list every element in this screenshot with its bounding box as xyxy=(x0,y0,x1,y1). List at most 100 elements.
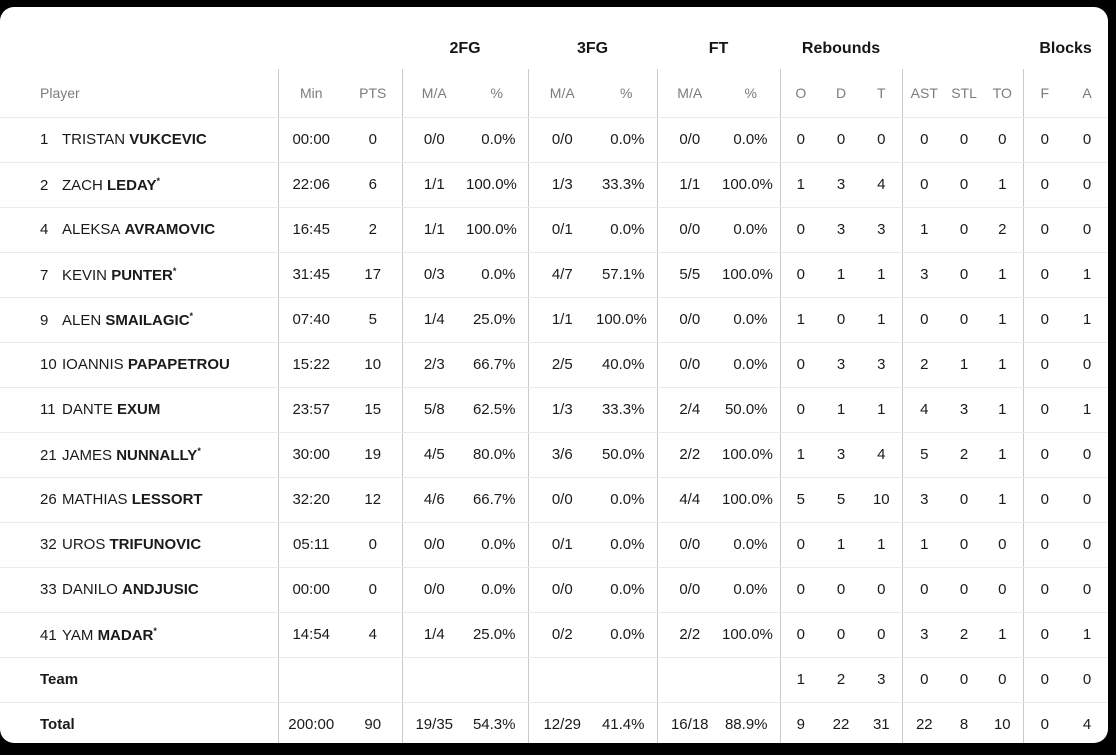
player-cell: 11 DANTE EXUM xyxy=(0,387,278,433)
ast-cell: 0 xyxy=(901,162,947,208)
player-cell: 1 TRISTAN VUKCEVIC xyxy=(0,117,278,163)
reb-t-cell: 31 xyxy=(872,716,890,734)
min-cell: 05:11 xyxy=(277,522,344,568)
blk-a-cell: 4 xyxy=(1082,716,1092,734)
3fg-ma-cell: 0/2 xyxy=(527,612,596,658)
reb-o-cell: 0 xyxy=(779,387,822,433)
3fg-pct-cell: 40.0% xyxy=(596,342,657,388)
2fg-ma-cell: 0/0 xyxy=(401,522,466,568)
2fg-pct-cell: 0.0% xyxy=(466,567,528,613)
to-cell: 1 xyxy=(982,252,1024,298)
player-cell: 2 ZACH LEDAY* xyxy=(0,162,278,208)
reb-o-cell: 5 xyxy=(779,477,822,523)
column-header-row: Player Min PTS M/A % M/A % M/A % O D T A… xyxy=(0,69,1108,118)
to-cell: 1 xyxy=(982,432,1024,478)
min-cell: 00:00 xyxy=(277,567,344,613)
player-row-41: 41 YAM MADAR* 14:54 4 1/4 25.0% 0/2 0.0% 2/2 100.… xyxy=(0,612,1108,658)
starter-indicator: * xyxy=(156,175,160,186)
reb-o-cell: 0 xyxy=(779,252,822,298)
to-cell: 0 xyxy=(982,657,1024,703)
reb-t-cell: 1 xyxy=(861,297,903,343)
stl-cell: 8 xyxy=(959,716,969,734)
box-score-table: 2FG 3FG FT Rebounds Blocks Player Min PT… xyxy=(0,7,1108,743)
player-row-4: 4 ALEKSA AVRAMOVIC 16:45 2 1/1 100.0% 0/1 0.0% 0… xyxy=(0,207,1108,253)
player-first-name: DANILO xyxy=(62,581,123,598)
ft-pct-cell: 50.0% xyxy=(722,387,781,433)
min-cell: 32:20 xyxy=(277,477,344,523)
stl-cell: 1 xyxy=(946,342,983,388)
3fg-ma-cell: 0/1 xyxy=(527,522,596,568)
player-first-name: YAM xyxy=(62,626,98,644)
2fg-ma-cell: 4/5 xyxy=(401,432,466,478)
group-3fg-label: 3FG xyxy=(576,40,609,57)
player-row-1: 1 TRISTAN VUKCEVIC 00:00 0 0/0 0.0% 0/0 0.0% 0/0… xyxy=(0,117,1108,163)
blk-f-cell: 0 xyxy=(1022,162,1067,208)
blk-a-cell: 0 xyxy=(1066,342,1108,388)
3fg-pct-cell xyxy=(596,657,657,703)
2fg-ma-cell: 4/6 xyxy=(401,477,466,523)
col-ft-ma: M/A xyxy=(656,69,722,118)
group-spacer xyxy=(0,7,402,69)
3fg-ma-cell: 4/7 xyxy=(527,252,596,298)
group-spacer xyxy=(902,7,1023,69)
player-first-name: ALEKSA xyxy=(62,221,125,238)
ast-cell: 1 xyxy=(901,207,947,253)
min-cell: 14:54 xyxy=(277,612,344,658)
3fg-ma-cell: 12/29 xyxy=(527,702,596,743)
blk-f-cell: 0 xyxy=(1022,252,1067,298)
3fg-ma-cell: 0/0 xyxy=(527,477,596,523)
reb-d-cell: 0 xyxy=(821,567,862,613)
ft-pct-cell: 0.0% xyxy=(722,522,781,568)
col-reb-o: O xyxy=(779,69,822,118)
min-cell: 200:00 xyxy=(277,702,344,743)
ast-cell: 0 xyxy=(901,567,947,613)
stl-cell: 0 xyxy=(946,207,983,253)
starter-indicator: * xyxy=(153,625,157,636)
jersey-number: 10 xyxy=(40,356,57,373)
ft-pct-cell xyxy=(722,657,781,703)
2fg-ma-cell: 0/0 xyxy=(401,567,466,613)
player-last-name: ANDJUSIC xyxy=(122,581,199,598)
3fg-ma-cell: 0/1 xyxy=(527,207,596,253)
ast-cell: 3 xyxy=(901,252,947,298)
ast-cell: 3 xyxy=(901,477,947,523)
reb-t-cell: 4 xyxy=(861,162,903,208)
2fg-pct-cell: 80.0% xyxy=(466,432,528,478)
col-reb-t: T xyxy=(861,69,903,118)
col-min: Min xyxy=(277,69,344,118)
2fg-pct-cell: 100.0% xyxy=(466,162,528,208)
blk-f-cell: 0 xyxy=(1022,477,1067,523)
reb-o-cell: 9 xyxy=(779,702,822,743)
player-first-name: ALEN xyxy=(62,311,106,329)
3fg-ma-cell: 3/6 xyxy=(527,432,596,478)
starter-indicator: * xyxy=(172,265,177,276)
player-last-name: EXUM xyxy=(117,401,161,418)
jersey-number: 26 xyxy=(40,491,57,508)
reb-d-cell: 0 xyxy=(821,117,862,163)
jersey-number: 33 xyxy=(40,581,57,598)
player-cell: 4 ALEKSA AVRAMOVIC xyxy=(0,207,278,253)
blk-a-cell: 0 xyxy=(1066,117,1108,163)
reb-d-cell: 2 xyxy=(821,657,862,703)
stl-cell: 0 xyxy=(946,297,983,343)
ft-ma-cell: 0/0 xyxy=(656,207,722,253)
group-2fg-label: 2FG xyxy=(449,40,481,57)
col-3fg-pct: % xyxy=(596,69,657,118)
min-cell: 16:45 xyxy=(277,207,344,253)
group-rebounds-label: Rebounds xyxy=(801,40,881,57)
to-cell: 2 xyxy=(982,207,1024,253)
min-cell: 15:22 xyxy=(277,342,344,388)
blk-a-cell: 1 xyxy=(1066,612,1108,658)
2fg-pct-cell: 0.0% xyxy=(466,117,528,163)
ft-pct-cell: 0.0% xyxy=(722,567,781,613)
reb-d-cell: 0 xyxy=(821,612,862,658)
stl-cell: 2 xyxy=(946,432,983,478)
reb-d-cell: 5 xyxy=(821,477,862,523)
ft-pct-cell: 100.0% xyxy=(722,252,781,298)
player-last-name: PUNTER xyxy=(111,266,173,284)
ast-cell: 5 xyxy=(901,432,947,478)
ast-cell: 3 xyxy=(901,612,947,658)
2fg-pct-cell xyxy=(466,657,528,703)
ft-ma-cell: 1/1 xyxy=(656,162,722,208)
